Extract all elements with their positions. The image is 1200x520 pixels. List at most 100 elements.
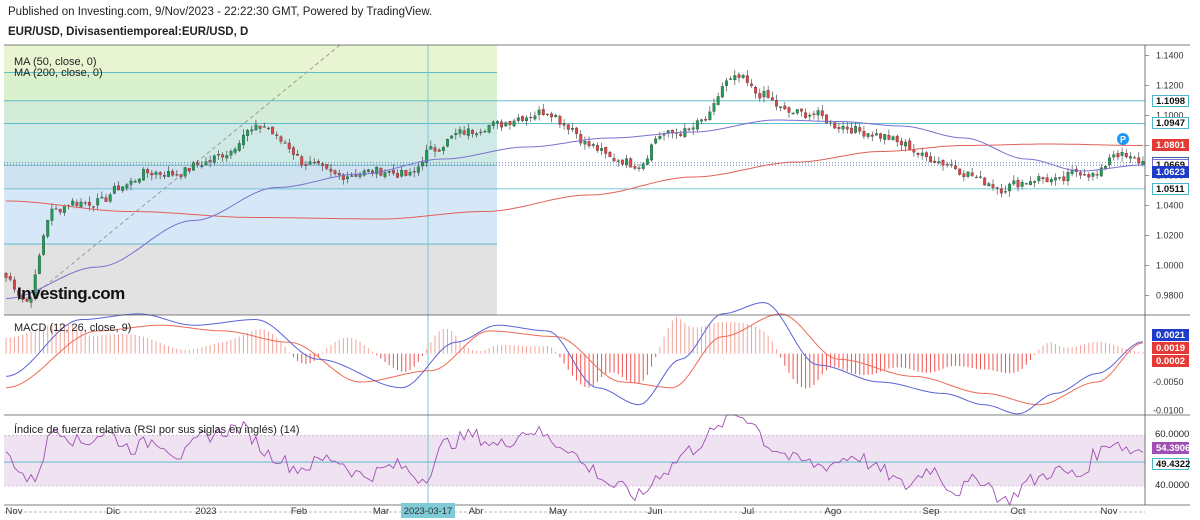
x-tick-label: Feb	[291, 506, 307, 517]
candle-body	[396, 173, 399, 178]
candle-body	[979, 176, 982, 178]
candle-body	[483, 131, 487, 133]
candle-body	[75, 202, 79, 206]
candle-body	[137, 178, 141, 183]
candle-body	[1054, 177, 1057, 181]
candle-body	[383, 172, 387, 177]
candle-body	[537, 109, 541, 115]
candle-body	[1033, 181, 1037, 183]
candle-body	[175, 174, 179, 176]
candle-body	[970, 172, 974, 176]
macd-label: MACD (12, 26, close, 9)	[14, 322, 132, 334]
candle-body	[1112, 154, 1116, 158]
candle-body	[800, 108, 803, 112]
candle-body	[791, 112, 795, 115]
candle-body	[1124, 152, 1128, 158]
candle-body	[891, 136, 895, 141]
candle-body	[171, 171, 175, 176]
candle-body	[575, 127, 579, 134]
candle-body	[475, 133, 479, 136]
candle-body	[725, 80, 728, 86]
candle-body	[754, 87, 758, 94]
candle-body	[79, 201, 83, 208]
candle-body	[404, 170, 408, 176]
candle-body	[837, 127, 841, 129]
candle-body	[758, 93, 762, 99]
candle-body	[279, 136, 283, 142]
candle-body	[325, 164, 329, 169]
candle-body	[121, 186, 125, 191]
candle-body	[300, 156, 304, 166]
candle-body	[262, 126, 266, 128]
candle-body	[966, 171, 970, 177]
candle-body	[112, 186, 116, 194]
candle-body	[200, 165, 204, 167]
investing-logo-text: Investing.com	[17, 284, 125, 303]
candle-body	[929, 156, 932, 163]
candle-body	[679, 133, 683, 136]
candle-body	[745, 75, 749, 83]
candle-body	[229, 151, 233, 156]
candle-body	[321, 163, 325, 166]
candle-body	[400, 170, 404, 177]
candle-body	[4, 272, 8, 278]
candle-body	[167, 171, 170, 177]
macd-line	[6, 301, 1143, 415]
candle-body	[87, 201, 91, 206]
candle-body	[1016, 180, 1020, 188]
candle-body	[21, 294, 25, 300]
candle-body	[346, 176, 349, 180]
candle-body	[1024, 183, 1028, 185]
candle-body	[283, 142, 287, 144]
candle-body	[616, 160, 620, 162]
candle-body	[737, 74, 741, 78]
candle-body	[416, 166, 420, 173]
candle-body	[54, 208, 58, 210]
price-tag-bid: 1.0623	[1152, 166, 1189, 179]
candle-body	[412, 171, 416, 173]
candle-body	[833, 122, 837, 129]
candle-body	[804, 112, 808, 118]
y-tick-label: 1.0200	[1156, 231, 1184, 241]
price-tag-level: 1.0947	[1152, 117, 1189, 130]
candle-body	[487, 125, 491, 133]
candle-body	[820, 110, 824, 116]
candle-body	[1091, 172, 1095, 177]
x-tick-label: Jul	[742, 506, 754, 517]
price-tag-level: 49.4322	[1152, 458, 1190, 471]
candle-body	[29, 298, 33, 303]
candle-body	[716, 96, 720, 105]
candle-body	[33, 274, 37, 299]
candle-body	[1045, 177, 1049, 183]
candle-body	[25, 299, 29, 302]
candle-body	[12, 279, 16, 290]
candle-body	[496, 121, 499, 124]
candle-body	[441, 147, 445, 151]
candle-body	[304, 164, 308, 166]
x-tick-label: Dic	[106, 506, 120, 517]
candle-body	[1079, 172, 1082, 176]
candle-body	[212, 155, 216, 163]
candle-body	[62, 205, 66, 213]
candle-body	[479, 131, 483, 133]
candle-body	[608, 151, 612, 157]
candle-body	[1137, 157, 1141, 164]
candle-body	[633, 166, 637, 169]
candle-body	[766, 90, 770, 98]
candle-body	[533, 115, 537, 120]
candle-body	[937, 161, 941, 164]
x-tick-label: May	[549, 506, 567, 517]
candle-body	[704, 119, 708, 121]
candle-body	[874, 133, 878, 136]
candle-body	[1062, 176, 1066, 182]
candle-body	[554, 115, 558, 117]
candle-body	[770, 97, 774, 101]
investing-logo: Investing.com	[17, 284, 125, 304]
candle-body	[983, 177, 987, 186]
candle-body	[541, 109, 545, 115]
candle-body	[733, 75, 737, 81]
candle-body	[162, 175, 166, 177]
candle-body	[500, 121, 504, 128]
candle-body	[654, 138, 658, 144]
